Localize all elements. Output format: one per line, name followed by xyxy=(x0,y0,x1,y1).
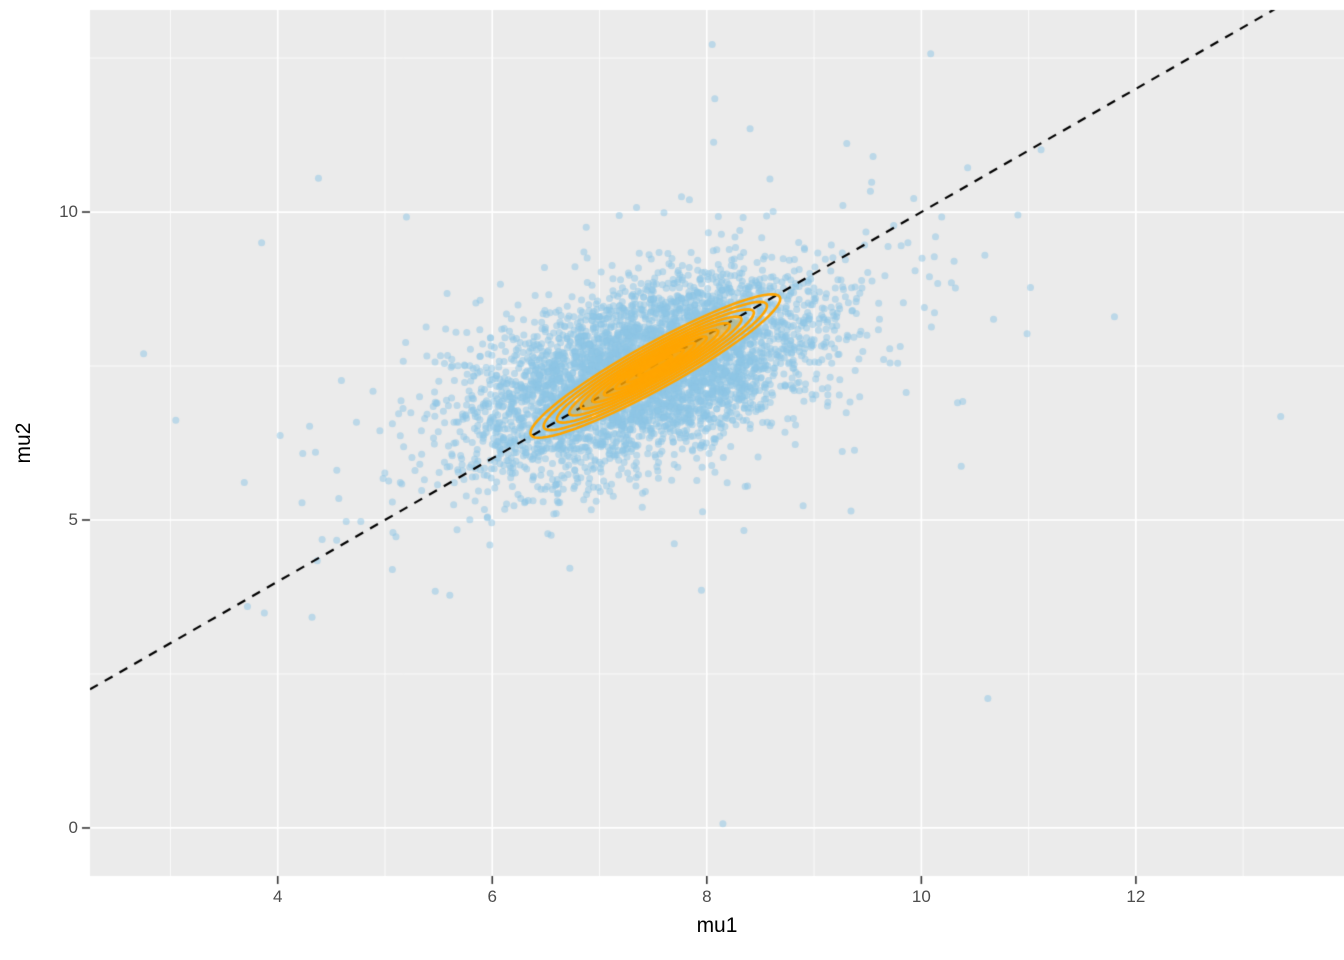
x-tick-label: 6 xyxy=(487,887,497,906)
x-tick-label: 8 xyxy=(702,887,712,906)
y-tick-label: 5 xyxy=(68,509,78,529)
y-axis-title: mu2 xyxy=(12,422,35,464)
x-tick-label: 10 xyxy=(911,887,931,906)
x-tick-label: 12 xyxy=(1126,887,1146,906)
x-axis-title: mu1 xyxy=(696,914,738,937)
y-tick-label: 0 xyxy=(68,817,78,837)
y-tick-label: 10 xyxy=(59,202,78,222)
x-tick-label: 4 xyxy=(272,887,283,906)
